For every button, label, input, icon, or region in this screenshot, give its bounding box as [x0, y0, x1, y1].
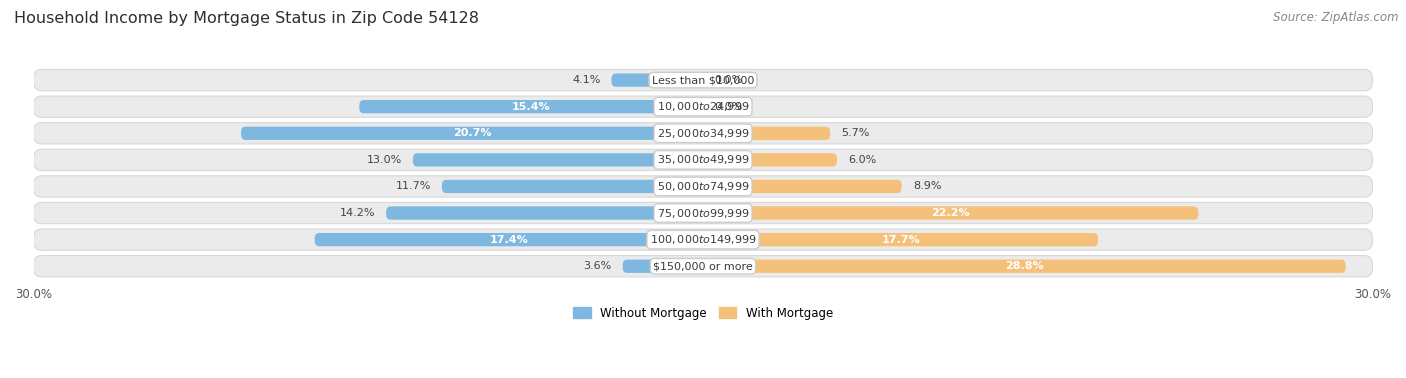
Text: 0.0%: 0.0% — [714, 75, 742, 85]
FancyBboxPatch shape — [34, 202, 1372, 224]
FancyBboxPatch shape — [34, 70, 1372, 91]
Text: 15.4%: 15.4% — [512, 102, 551, 112]
FancyBboxPatch shape — [240, 127, 703, 140]
FancyBboxPatch shape — [360, 100, 703, 113]
Text: $25,000 to $34,999: $25,000 to $34,999 — [657, 127, 749, 140]
FancyBboxPatch shape — [703, 127, 830, 140]
FancyBboxPatch shape — [387, 206, 703, 220]
Text: 8.9%: 8.9% — [912, 181, 941, 192]
Text: 20.7%: 20.7% — [453, 128, 491, 138]
FancyBboxPatch shape — [413, 153, 703, 167]
FancyBboxPatch shape — [34, 149, 1372, 170]
Text: 0.0%: 0.0% — [714, 102, 742, 112]
Text: $100,000 to $149,999: $100,000 to $149,999 — [650, 233, 756, 246]
FancyBboxPatch shape — [34, 229, 1372, 250]
Text: 17.4%: 17.4% — [489, 235, 529, 245]
FancyBboxPatch shape — [315, 233, 703, 246]
Text: Household Income by Mortgage Status in Zip Code 54128: Household Income by Mortgage Status in Z… — [14, 11, 479, 26]
FancyBboxPatch shape — [623, 260, 703, 273]
Text: $10,000 to $24,999: $10,000 to $24,999 — [657, 100, 749, 113]
FancyBboxPatch shape — [703, 153, 837, 167]
Text: $50,000 to $74,999: $50,000 to $74,999 — [657, 180, 749, 193]
FancyBboxPatch shape — [612, 73, 703, 87]
Text: $35,000 to $49,999: $35,000 to $49,999 — [657, 153, 749, 166]
Text: $150,000 or more: $150,000 or more — [654, 261, 752, 271]
Text: $75,000 to $99,999: $75,000 to $99,999 — [657, 206, 749, 220]
FancyBboxPatch shape — [703, 260, 1346, 273]
Text: Source: ZipAtlas.com: Source: ZipAtlas.com — [1274, 11, 1399, 24]
Text: 13.0%: 13.0% — [367, 155, 402, 165]
Legend: Without Mortgage, With Mortgage: Without Mortgage, With Mortgage — [568, 302, 838, 324]
FancyBboxPatch shape — [703, 233, 1098, 246]
Text: 3.6%: 3.6% — [583, 261, 612, 271]
FancyBboxPatch shape — [34, 122, 1372, 144]
Text: 28.8%: 28.8% — [1005, 261, 1043, 271]
Text: 6.0%: 6.0% — [848, 155, 876, 165]
FancyBboxPatch shape — [703, 206, 1198, 220]
FancyBboxPatch shape — [34, 96, 1372, 117]
FancyBboxPatch shape — [34, 176, 1372, 197]
Text: 11.7%: 11.7% — [395, 181, 430, 192]
Text: 17.7%: 17.7% — [882, 235, 920, 245]
Text: 4.1%: 4.1% — [572, 75, 600, 85]
FancyBboxPatch shape — [703, 180, 901, 193]
Text: 14.2%: 14.2% — [339, 208, 375, 218]
FancyBboxPatch shape — [441, 180, 703, 193]
Text: 22.2%: 22.2% — [931, 208, 970, 218]
FancyBboxPatch shape — [34, 256, 1372, 277]
Text: 5.7%: 5.7% — [841, 128, 870, 138]
Text: Less than $10,000: Less than $10,000 — [652, 75, 754, 85]
